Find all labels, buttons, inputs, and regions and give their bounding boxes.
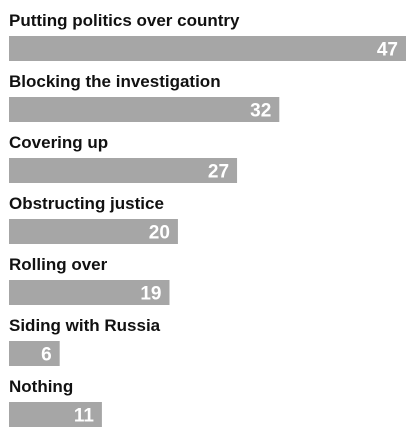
value-label: 20 [149,223,170,244]
value-label: 47 [377,40,398,61]
value-label: 32 [250,101,271,122]
bar [9,97,280,122]
bar [9,402,102,427]
category-label: Rolling over [9,255,108,274]
bar [9,36,406,61]
bar [9,280,170,305]
value-label: 11 [74,406,95,427]
bar [9,341,60,366]
value-label: 27 [208,162,229,183]
category-label: Siding with Russia [9,316,161,335]
category-label: Putting politics over country [9,11,240,30]
category-label: Obstructing justice [9,194,164,213]
category-label: Nothing [9,377,73,396]
value-label: 19 [140,284,161,305]
category-label: Blocking the investigation [9,72,221,91]
bar [9,219,178,244]
bar [9,158,238,183]
category-label: Covering up [9,133,108,152]
value-label: 6 [41,345,52,366]
